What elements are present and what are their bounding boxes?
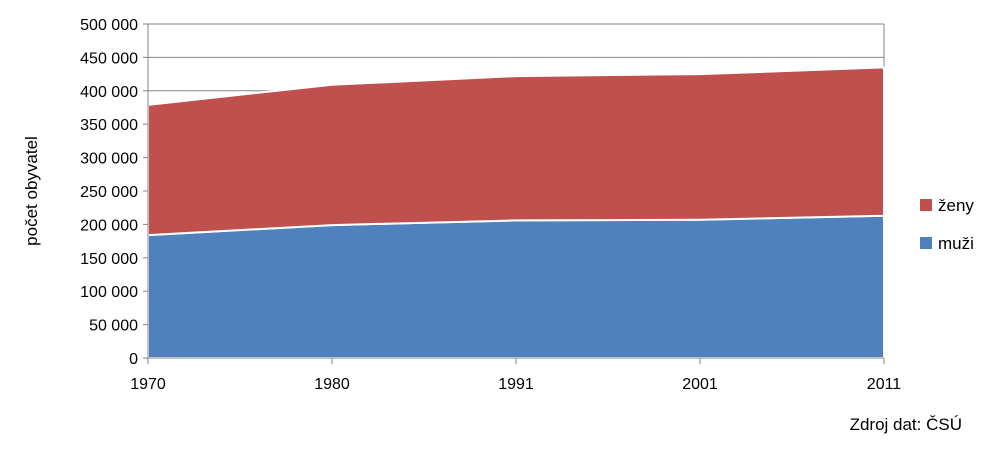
x-tick-label: 1991 [498,376,534,393]
x-tick-label: 1970 [130,376,166,393]
x-tick-label: 1980 [314,376,350,393]
y-tick-label: 300 000 [80,151,138,168]
y-axis-title: počet obyvatel [22,136,41,246]
y-tick-label: 100 000 [80,284,138,301]
axes [143,23,885,364]
y-tick-label: 450 000 [80,50,138,67]
y-tick-label: 50 000 [89,318,138,335]
y-tick-labels: 0 50 000 100 000 150 000 200 000 250 000 300 0… [80,17,138,368]
legend-label-ženy: ženy [938,196,974,215]
area-series-muži [147,214,885,359]
series-areas [147,66,885,359]
y-tick-label: 500 000 [80,17,138,34]
y-tick-label: 250 000 [80,184,138,201]
y-tick-label: 200 000 [80,217,138,234]
x-tick-label: 2011 [867,376,902,393]
legend-label-muži: muži [938,234,974,253]
legend-swatch-ženy [920,199,932,211]
legend-swatch-muži [920,237,932,249]
area-series-ženy [147,66,885,237]
y-tick-label: 0 [129,351,138,368]
y-tick-label: 150 000 [80,251,138,268]
source-note: Zdroj dat: ČSÚ [850,415,962,434]
y-tick-label: 400 000 [80,84,138,101]
x-tick-label: 2001 [682,376,718,393]
legend: ženy muži [920,196,974,253]
x-tick-labels: 1970 1980 1991 2001 2011 [130,376,901,393]
y-tick-label: 350 000 [80,117,138,134]
